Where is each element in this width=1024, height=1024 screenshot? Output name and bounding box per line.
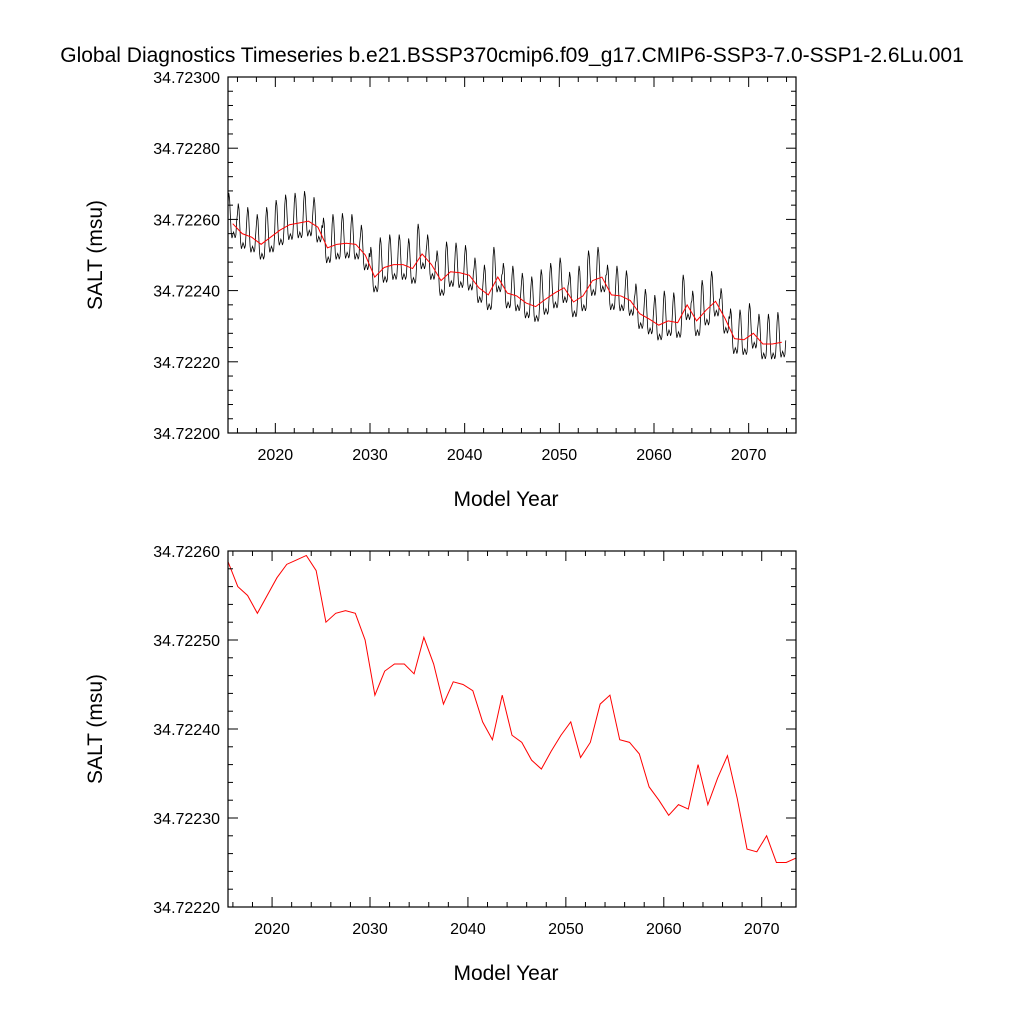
monthly-salt-line xyxy=(228,191,787,360)
y-tick-label: 34.72250 xyxy=(153,633,220,650)
x-tick-label: 2020 xyxy=(258,447,294,464)
y-tick-label: 34.72260 xyxy=(153,544,220,561)
y-tick-label: 34.72280 xyxy=(153,141,220,158)
y-axis-label: SALT (msu) xyxy=(84,200,107,310)
y-axis-label: SALT (msu) xyxy=(84,674,107,784)
y-tick-label: 34.72240 xyxy=(153,284,220,301)
y-tick-label: 34.72200 xyxy=(153,426,220,443)
x-tick-label: 2050 xyxy=(548,921,584,938)
x-axis-label: Model Year xyxy=(453,488,558,511)
annual-mean-salt-line xyxy=(232,220,782,345)
y-tick-label: 34.72220 xyxy=(153,900,220,917)
plot-frame xyxy=(227,550,797,908)
x-tick-label: 2070 xyxy=(731,447,767,464)
plot-frame xyxy=(227,76,797,434)
bottom-panel: 2020 2030 2040 2050 2060 2070 34.72220 34.72230… xyxy=(84,544,797,985)
x-tick-label: 2060 xyxy=(636,447,672,464)
x-tick-label: 2030 xyxy=(352,921,388,938)
plot-area xyxy=(228,554,796,863)
chart-title: Global Diagnostics Timeseries b.e21.BSSP… xyxy=(60,44,964,67)
x-tick-label: 2040 xyxy=(447,447,483,464)
plot-area xyxy=(228,191,787,360)
x-axis-label: Model Year xyxy=(453,962,558,985)
x-tick-label: 2060 xyxy=(646,921,682,938)
y-tick-label: 34.72240 xyxy=(153,722,220,739)
x-tick-label: 2030 xyxy=(352,447,388,464)
x-tick-label: 2040 xyxy=(450,921,486,938)
y-tick-label: 34.72230 xyxy=(153,811,220,828)
x-tick-label: 2070 xyxy=(744,921,780,938)
y-tick-label: 34.72260 xyxy=(153,212,220,229)
x-tick-label: 2050 xyxy=(542,447,578,464)
top-panel: Global Diagnostics Timeseries b.e21.BSSP… xyxy=(60,44,964,511)
y-tick-label: 34.72300 xyxy=(153,70,220,87)
y-tick-label: 34.72220 xyxy=(153,355,220,372)
annual-mean-salt-line xyxy=(228,554,796,863)
x-tick-label: 2020 xyxy=(254,921,290,938)
